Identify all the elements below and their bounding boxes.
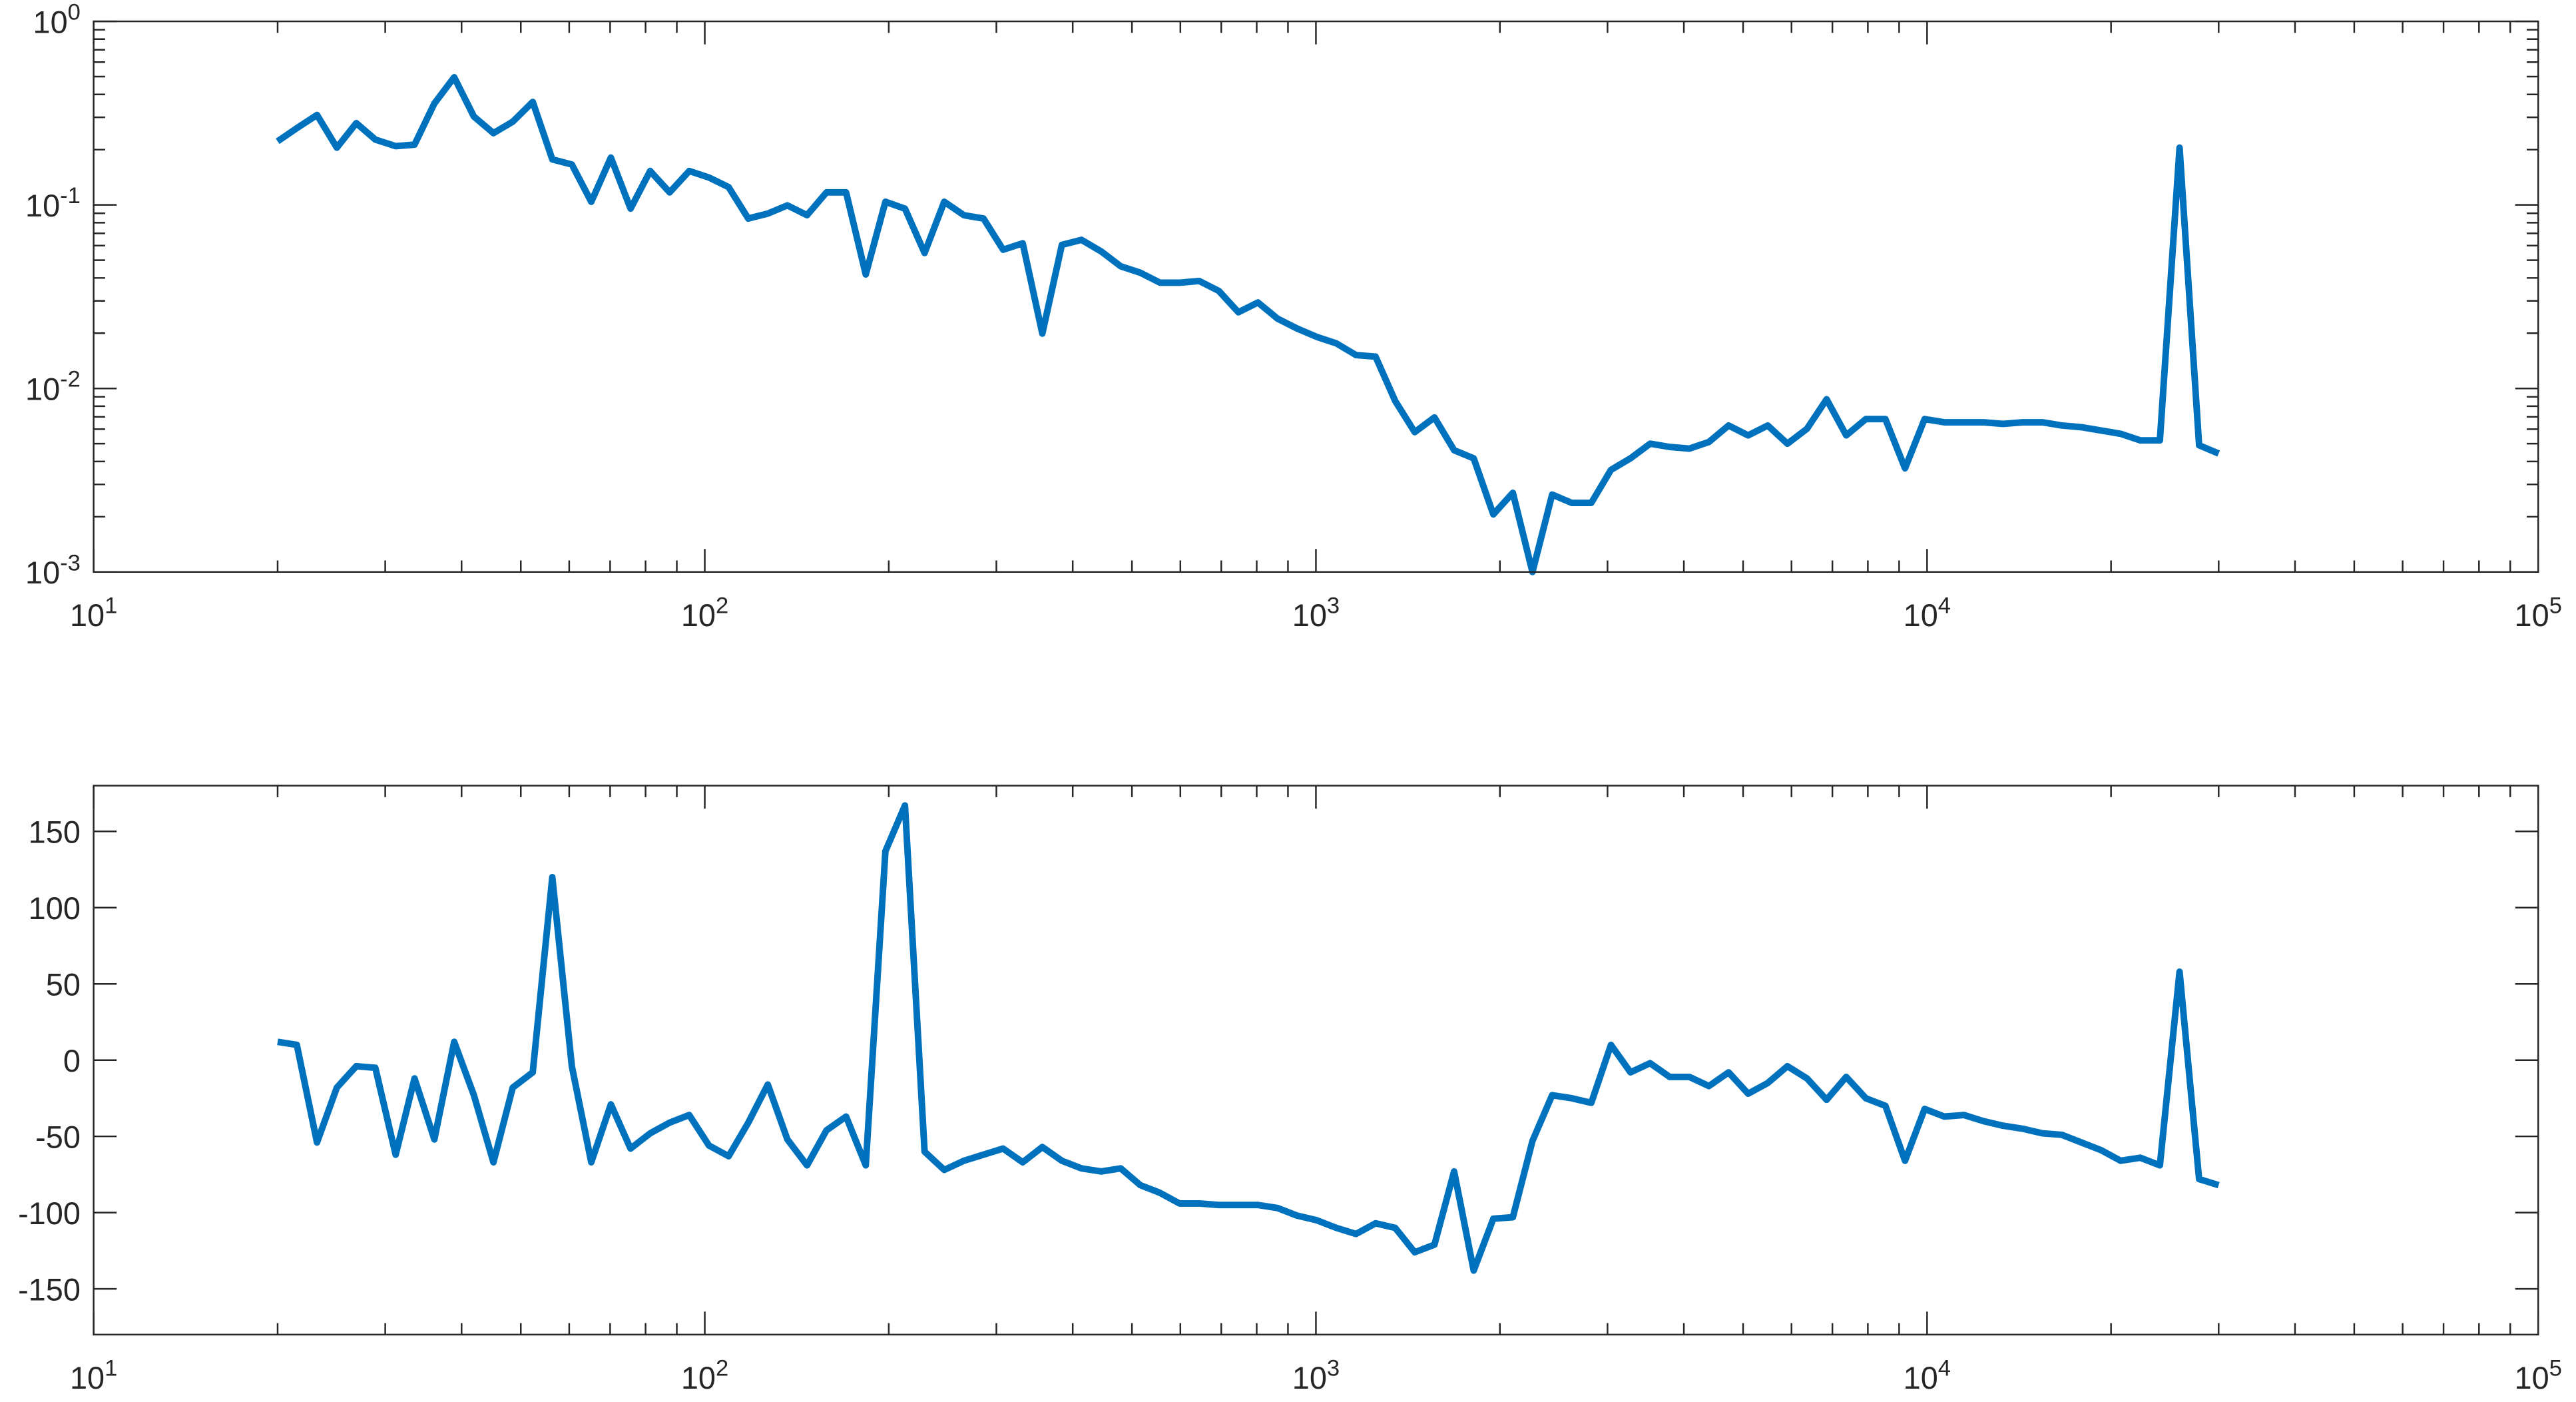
y-tick-label: -100 (18, 1196, 81, 1231)
y-tick-label: 150 (29, 815, 81, 850)
x-tick-label: 104 (1904, 593, 1951, 633)
y-tick-label: 10-1 (25, 183, 81, 223)
y-tick-label: 100 (33, 0, 81, 39)
x-tick-label: 105 (2515, 1356, 2562, 1396)
axes-frame (93, 785, 2539, 1336)
y-tick-label: 50 (46, 968, 81, 1002)
data-line (276, 74, 2220, 575)
x-tick-label: 101 (70, 1356, 117, 1396)
x-tick-label: 103 (1292, 593, 1340, 633)
y-tick-label: 10-3 (25, 550, 81, 590)
y-tick-label: 100 (29, 891, 81, 926)
x-tick-label: 104 (1904, 1356, 1951, 1396)
y-tick-label: 10-2 (25, 367, 81, 407)
x-tick-label: 103 (1292, 1356, 1340, 1396)
axes-frame (93, 20, 2539, 573)
data-line (277, 802, 2220, 1274)
y-tick-label: -50 (35, 1120, 81, 1154)
x-tick-label: 102 (681, 593, 728, 633)
x-tick-label: 102 (681, 1356, 728, 1396)
x-tick-label: 105 (2515, 593, 2562, 633)
y-tick-label: 0 (63, 1044, 81, 1078)
y-tick-label: -150 (18, 1272, 81, 1307)
x-tick-label: 101 (70, 593, 117, 633)
